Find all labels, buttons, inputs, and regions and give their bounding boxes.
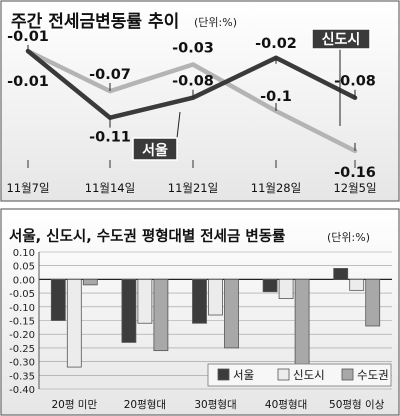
data-label-series0: -0.01 (7, 29, 49, 45)
series-label-box (311, 28, 371, 50)
data-label-series1: -0.01 (7, 74, 49, 90)
bar-수도권 (294, 278, 310, 379)
y-tick-label: 0.05 (13, 262, 35, 273)
bar-chart-panel: 서울, 신도시, 수도권 평형대별 전세금 변동률 (단위:%) 0.10 0.0… (0, 208, 400, 416)
data-label-series1: -0.16 (334, 165, 376, 181)
legend-label-서울: 서울 (233, 368, 254, 382)
bar-신도시 (349, 278, 365, 291)
legend-label-신도시: 신도시 (293, 368, 325, 382)
y-tick-label: -0.05 (9, 289, 35, 300)
legend-swatch-수도권 (341, 368, 354, 381)
series-line-신도시 (25, 48, 358, 154)
x-tick-label: 11월21일 (168, 181, 218, 195)
y-tick-label: -0.35 (9, 371, 35, 382)
legend: 서울 신도시 수도권 (207, 363, 392, 387)
bar-신도시 (208, 278, 223, 316)
x-tick-label: 11월28일 (251, 181, 301, 195)
bar-chart-title: 서울, 신도시, 수도권 평형대별 전세금 변동률 (9, 227, 285, 245)
y-tick-label: -0.30 (9, 358, 35, 369)
series-label-leader (176, 111, 181, 139)
x-tick-label: 11월14일 (85, 181, 135, 195)
bar-서울 (192, 278, 207, 324)
data-label-series1: -0.07 (89, 67, 131, 83)
x-tick-label: 11월7일 (6, 181, 49, 195)
bar-chart-unit: (단위:%) (327, 231, 370, 244)
x-tick-label: 50평형 이상 (329, 399, 385, 411)
line-chart-unit: (단위:%) (194, 16, 237, 29)
x-tick-label: 12월5일 (333, 181, 376, 195)
bar-신도시 (66, 278, 82, 368)
bar-신도시 (137, 278, 153, 324)
bar-수도권 (224, 278, 239, 349)
x-tick-label: 20평형대 (124, 399, 166, 411)
line-chart-title: 주간 전세금변동률 추이 (11, 12, 179, 32)
data-label-series1: -0.1 (260, 89, 292, 105)
bar-신도시 (278, 278, 294, 299)
data-label-series0: -0.11 (89, 130, 131, 146)
y-tick-label: -0.15 (9, 317, 35, 328)
legend-swatch-신도시 (277, 368, 290, 381)
bar-서울 (50, 278, 66, 321)
line-chart-panel: 주간 전세금변동률 추이 (단위:%) 11월7일 11월14일 11월21일 11월… (0, 0, 400, 202)
y-tick-label: -0.10 (9, 303, 35, 314)
bar-수도권 (365, 278, 381, 327)
data-label-series0: -0.02 (255, 36, 297, 52)
data-label-series0: -0.08 (172, 74, 214, 90)
series-label-text: 서울 (142, 142, 168, 159)
x-tick-label: 20평 미만 (51, 399, 97, 411)
legend-label-수도권: 수도권 (357, 368, 389, 382)
y-tick-label: -0.25 (9, 344, 35, 355)
series-label-box (132, 137, 178, 161)
data-label-series1: -0.03 (172, 40, 214, 56)
y-tick-label: -0.40 (9, 385, 35, 396)
x-tick-label: 40평형대 (265, 399, 307, 411)
legend-swatch-서울 (217, 368, 230, 381)
bar-서울 (262, 278, 278, 293)
y-tick-label: 0.10 (13, 248, 35, 259)
y-tick-label: -0.20 (9, 330, 35, 341)
bar-서울 (333, 268, 349, 280)
y-tick-label: 0.00 (13, 275, 35, 286)
bar-서울 (121, 278, 137, 343)
bar-수도권 (82, 278, 98, 286)
line-plot-area: 11월7일 11월14일 11월21일 11월28일 12월5일 -0.01 -0.11 -0… (6, 28, 377, 195)
bar-수도권 (153, 278, 169, 352)
bar-plot-area: 0.10 0.05 0.00 -0.05 -0.10 -0.15 -0.20 -0.25 -0.… (9, 248, 392, 411)
x-tick-label: 30평형대 (194, 399, 236, 411)
data-label-series0: -0.08 (334, 74, 376, 90)
series-label-text: 신도시 (322, 32, 361, 48)
